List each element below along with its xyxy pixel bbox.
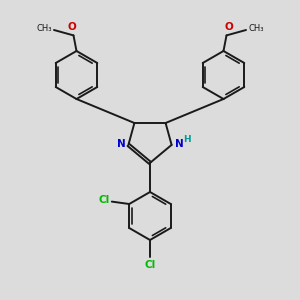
Text: CH₃: CH₃ [36,24,52,33]
Text: N: N [175,139,183,149]
Text: CH₃: CH₃ [248,24,264,33]
Text: H: H [184,135,191,144]
Text: O: O [67,22,76,32]
Text: O: O [224,22,233,32]
Text: Cl: Cl [99,195,110,205]
Text: Cl: Cl [144,260,156,270]
Text: N: N [117,139,125,149]
